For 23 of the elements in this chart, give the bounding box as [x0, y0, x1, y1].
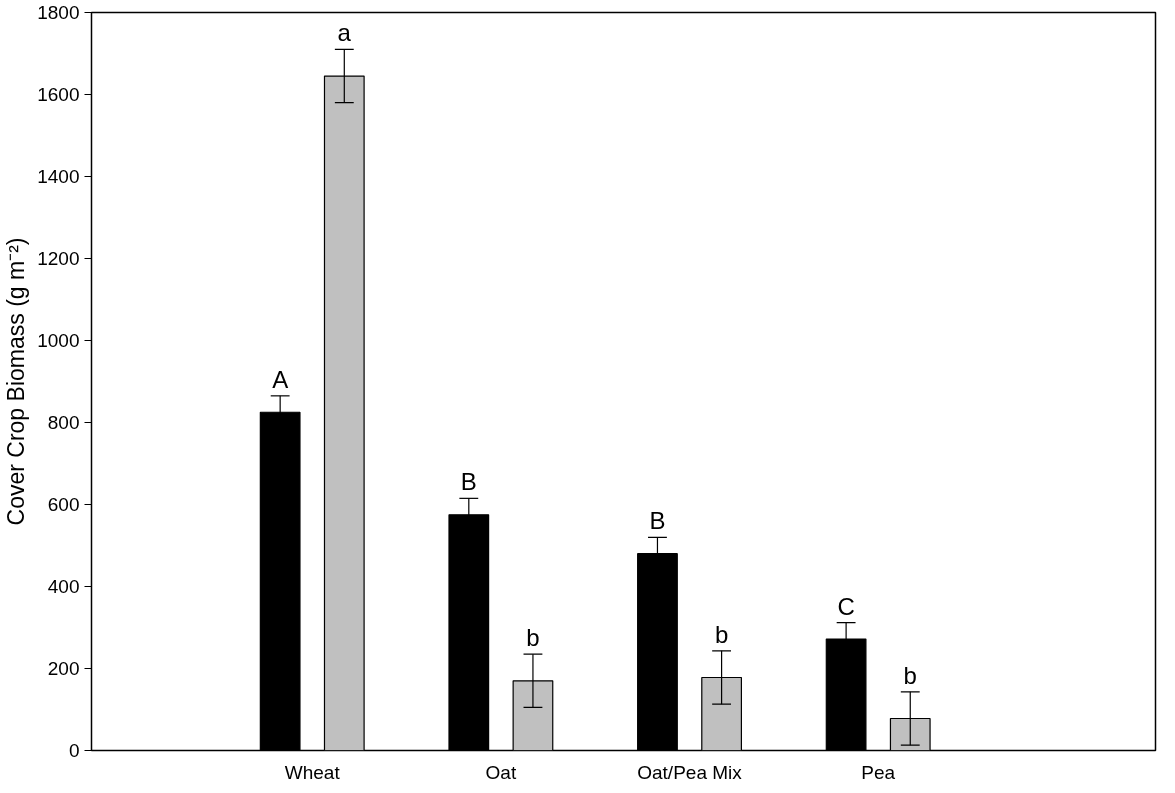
- annotation: B: [649, 507, 666, 535]
- y-tick-label: 0: [68, 740, 80, 761]
- y-tick-label: 1600: [37, 84, 80, 105]
- x-tick-label: Oat: [485, 761, 517, 783]
- annotation: b: [714, 620, 729, 648]
- x-tick-label: Oat/Pea Mix: [637, 761, 743, 783]
- y-tick-label: 1400: [37, 166, 80, 187]
- y-tick-label: 800: [47, 412, 80, 433]
- annotation: A: [272, 365, 289, 393]
- y-tick-label: 1800: [37, 2, 80, 23]
- annotation: b: [526, 624, 540, 652]
- annotation: b: [903, 661, 917, 689]
- annotation: C: [837, 592, 855, 620]
- y-axis-title: Cover Crop Biomass (g m⁻²): [3, 237, 30, 526]
- annotation: B: [460, 468, 477, 496]
- y-tick-label: 200: [47, 658, 80, 679]
- y-tick-label: 600: [47, 494, 80, 515]
- y-tick-label: 1000: [37, 330, 80, 351]
- x-tick-label: Wheat: [284, 761, 341, 783]
- x-tick-label: Pea: [861, 761, 896, 783]
- y-tick-label: 1200: [37, 248, 80, 269]
- y-tick-label: 400: [47, 576, 80, 597]
- annotation: a: [337, 19, 352, 47]
